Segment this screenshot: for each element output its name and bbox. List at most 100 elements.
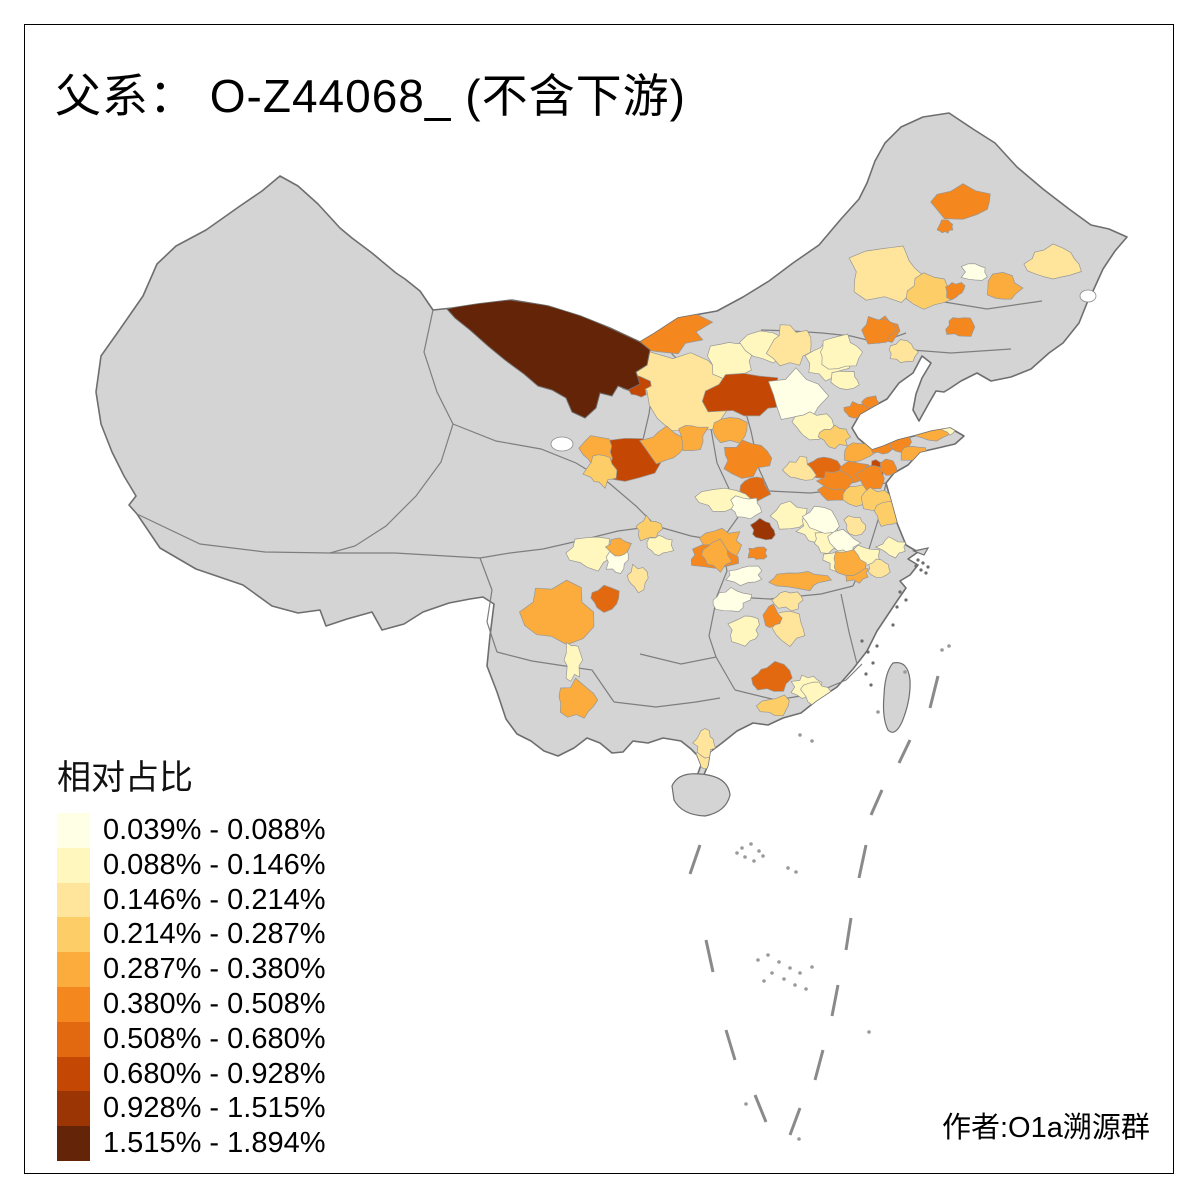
map-region: [769, 500, 808, 530]
legend-item: 0.508% - 0.680%: [57, 1021, 326, 1057]
coast-dot: [866, 650, 870, 654]
province-border-line: [452, 423, 657, 527]
province-border-line: [329, 309, 454, 554]
map-region: [781, 455, 817, 481]
island-dot: [793, 983, 797, 987]
dash-segment: [753, 1094, 768, 1123]
island-shape: [911, 547, 930, 556]
dash-segment: [830, 984, 840, 1017]
map-region: [861, 316, 898, 345]
map-region: [635, 514, 664, 542]
coast-dot: [875, 644, 879, 648]
map-region: [817, 424, 852, 449]
dash-segment: [724, 1029, 737, 1061]
map-region: [725, 565, 763, 586]
map-region: [590, 584, 620, 613]
map-region: [646, 535, 675, 556]
coast-dot: [869, 683, 873, 687]
island-dot: [740, 846, 744, 850]
coastal-speckles: [860, 558, 930, 687]
map-region: [712, 587, 753, 612]
coast-dot: [864, 672, 868, 676]
map-region: [878, 458, 898, 476]
map-region: [874, 536, 907, 559]
island-dot: [743, 855, 747, 859]
map-region: [833, 549, 867, 576]
map-region: [905, 272, 955, 310]
map-region: [558, 677, 599, 719]
map-region: [830, 370, 860, 390]
map-region: [945, 317, 976, 337]
legend-swatch: [57, 952, 90, 987]
island-dot: [766, 953, 770, 957]
legend-label: 0.680% - 0.928%: [103, 1057, 326, 1090]
legend-label: 0.214% - 0.287%: [103, 918, 326, 951]
small-island-dots: [735, 644, 951, 1141]
province-border-line: [496, 651, 615, 703]
lake: [1079, 289, 1097, 303]
map-region: [678, 425, 709, 451]
map-region: [888, 339, 919, 363]
map-region: [563, 641, 583, 682]
map-region: [815, 470, 854, 491]
author-credit: 作者:O1a溯源群: [942, 1112, 1150, 1144]
legend-label: 0.380% - 0.508%: [103, 987, 326, 1020]
island-dot: [903, 670, 907, 674]
dash-segment: [928, 675, 940, 709]
island-dot: [777, 960, 781, 964]
legend-item: 0.380% - 0.508%: [57, 986, 326, 1022]
map-region: [945, 282, 966, 301]
map-region: [868, 558, 891, 578]
map-region: [519, 579, 595, 646]
island-dot: [735, 851, 739, 855]
map-region: [723, 439, 773, 479]
map-region: [820, 333, 864, 370]
page-title: 父系： O-Z44068_ (不含下游): [55, 70, 686, 122]
coast-dot: [919, 568, 923, 572]
coast-dot: [924, 571, 928, 575]
map-region: [730, 495, 763, 520]
coast-dot: [898, 590, 902, 594]
legend-swatch: [57, 1021, 90, 1057]
map-region: [1023, 243, 1082, 280]
figure-border: [24, 24, 1174, 1174]
map-region: [936, 219, 954, 234]
island-dot: [810, 739, 814, 743]
map-region: [739, 476, 772, 502]
legend-label: 0.508% - 0.680%: [103, 1022, 326, 1055]
map-region: [986, 272, 1024, 300]
dash-segment: [857, 844, 868, 879]
legend-swatch: [57, 1056, 90, 1092]
legend-item: 0.680% - 0.928%: [57, 1056, 326, 1092]
legend: 相对占比 0.039% - 0.088% 0.088% - 0.146% 0.146…: [57, 750, 325, 1161]
map-region: [755, 694, 790, 717]
map-region: [727, 615, 760, 647]
province-border-line: [840, 593, 858, 665]
coast-dot: [904, 598, 908, 602]
island-dot: [756, 958, 760, 962]
map-region: [751, 661, 793, 692]
island-dot: [867, 1030, 871, 1034]
legend-swatch: [57, 1126, 90, 1161]
island-dot: [798, 733, 802, 737]
map-region: [749, 517, 776, 541]
island-dot: [940, 648, 944, 652]
map-region: [565, 536, 621, 572]
island-dot: [876, 710, 880, 714]
map-region: [843, 515, 867, 537]
island-dot: [762, 979, 766, 983]
legend-swatch: [57, 882, 90, 918]
map-region: [771, 590, 804, 612]
legend-label: 0.146% - 0.214%: [103, 883, 326, 916]
legend-rows: 0.039% - 0.088% 0.088% - 0.146% 0.146% - 0…: [57, 813, 325, 1161]
island-dot: [782, 977, 786, 981]
legend-swatch: [57, 1091, 90, 1127]
legend-item: 0.039% - 0.088%: [57, 813, 325, 848]
lake: [550, 436, 574, 452]
coast-dot: [921, 561, 925, 565]
island-dot: [761, 854, 765, 858]
island-shape: [882, 662, 911, 733]
island-dot: [797, 1137, 801, 1141]
province-border-line: [136, 513, 481, 559]
